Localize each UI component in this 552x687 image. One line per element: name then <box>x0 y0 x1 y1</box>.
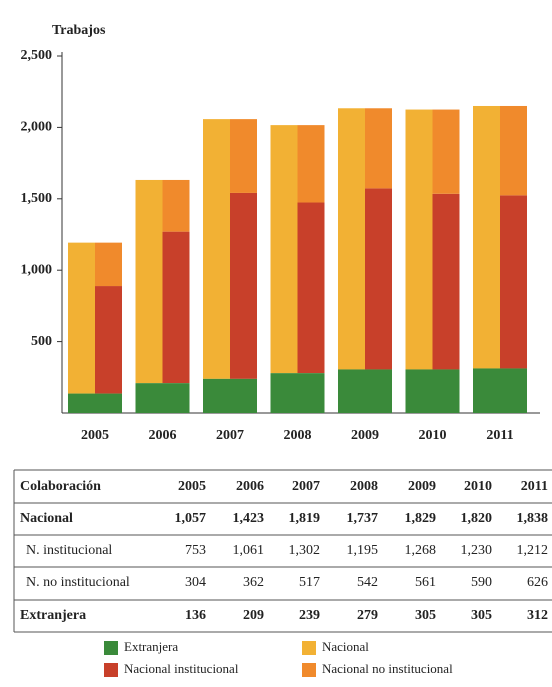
table-cell: Nacional <box>20 511 73 526</box>
table-cell: 312 <box>527 608 548 623</box>
table-cell: 2009 <box>408 479 436 494</box>
bar <box>405 369 460 413</box>
table-cell: 2006 <box>236 479 264 494</box>
y-tick-label: 2,000 <box>21 120 53 135</box>
y-tick-label: 1,500 <box>21 191 53 206</box>
table-cell: 517 <box>299 575 320 590</box>
table-cell: 362 <box>243 575 264 590</box>
table-cell: 2008 <box>350 479 378 494</box>
bar <box>432 109 460 194</box>
x-tick-label: 2007 <box>216 428 244 443</box>
bar <box>162 231 190 384</box>
table-cell: 561 <box>415 575 436 590</box>
legend-swatch <box>302 663 316 677</box>
y-tick-label: 2,500 <box>21 48 53 63</box>
bar <box>338 108 365 370</box>
bar <box>162 179 190 232</box>
table-cell: 1,423 <box>233 511 265 526</box>
x-tick-label: 2011 <box>486 428 513 443</box>
legend-swatch <box>104 641 118 655</box>
bar <box>230 192 257 379</box>
table-cell: 2011 <box>521 479 548 494</box>
table-cell: 1,302 <box>289 543 321 558</box>
bar <box>68 393 122 413</box>
bar <box>270 125 298 374</box>
bar <box>135 179 163 384</box>
table-cell: 1,230 <box>461 543 493 558</box>
table-cell: 136 <box>185 608 206 623</box>
table-cell: 1,061 <box>233 543 265 558</box>
table-cell: 590 <box>471 575 492 590</box>
bar <box>473 105 500 369</box>
legend-label: Nacional institucional <box>124 661 239 676</box>
table-cell: 542 <box>357 575 378 590</box>
y-tick-label: 1,000 <box>21 262 53 277</box>
x-tick-label: 2005 <box>81 428 109 443</box>
table-cell: 305 <box>471 608 492 623</box>
x-tick-label: 2008 <box>284 428 312 443</box>
bar <box>500 105 527 196</box>
y-tick-label: 500 <box>31 334 52 349</box>
table-cell: 626 <box>527 575 548 590</box>
table-cell: N. institucional <box>26 543 112 558</box>
bar <box>297 125 325 203</box>
y-axis-label: Trabajos <box>52 23 106 38</box>
table-cell: 304 <box>185 575 206 590</box>
table-cell: 1,737 <box>347 511 379 526</box>
table-cell: Colaboración <box>20 479 101 494</box>
legend-swatch <box>302 641 316 655</box>
table-cell: Extranjera <box>20 608 86 623</box>
bar <box>365 108 392 189</box>
table-cell: 2010 <box>464 479 492 494</box>
table-cell: 1,268 <box>405 543 437 558</box>
table-cell: 753 <box>185 543 206 558</box>
bar <box>95 242 122 287</box>
table-cell: 2005 <box>178 479 206 494</box>
table-cell: 1,820 <box>461 511 493 526</box>
bar <box>270 373 325 413</box>
x-tick-label: 2006 <box>149 428 177 443</box>
table-cell: 279 <box>357 608 378 623</box>
table-cell: 1,819 <box>289 511 321 526</box>
bar <box>432 193 460 370</box>
bar <box>338 369 392 413</box>
bar <box>297 202 325 374</box>
bar <box>365 188 392 370</box>
bar <box>230 119 257 193</box>
table-cell: 305 <box>415 608 436 623</box>
bar <box>473 368 527 413</box>
table-cell: 239 <box>299 608 320 623</box>
legend-label: Extranjera <box>124 639 178 654</box>
x-tick-label: 2010 <box>419 428 447 443</box>
table-cell: 1,829 <box>405 511 437 526</box>
table-cell: 1,057 <box>175 511 207 526</box>
bar <box>95 286 122 394</box>
table-cell: N. no institucional <box>26 575 130 590</box>
table-cell: 1,838 <box>517 511 549 526</box>
bar <box>500 195 527 369</box>
bar <box>203 378 257 413</box>
x-tick-label: 2009 <box>351 428 379 443</box>
table-cell: 2007 <box>292 479 320 494</box>
bar <box>405 109 433 370</box>
bar <box>203 119 230 379</box>
legend-label: Nacional no institucional <box>322 661 453 676</box>
bar <box>68 242 95 394</box>
legend-label: Nacional <box>322 639 369 654</box>
table-cell: 1,212 <box>517 543 549 558</box>
bar <box>135 383 190 413</box>
table-cell: 209 <box>243 608 264 623</box>
legend-swatch <box>104 663 118 677</box>
table-cell: 1,195 <box>347 543 379 558</box>
